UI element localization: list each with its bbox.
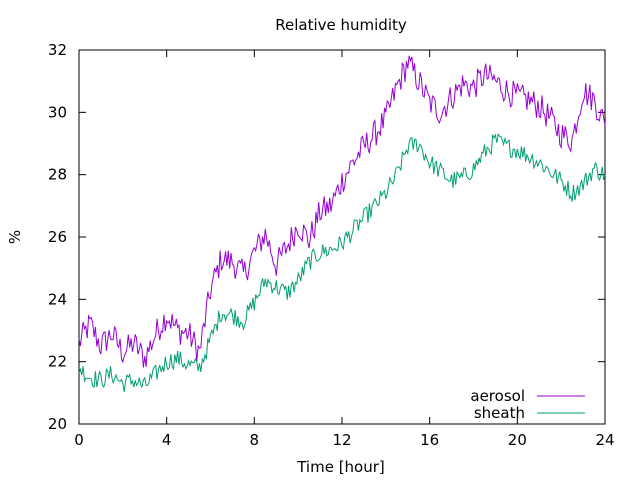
- x-tick-label: 16: [420, 431, 439, 449]
- y-tick-label: 30: [48, 103, 67, 121]
- chart-title: Relative humidity: [275, 16, 407, 34]
- legend-label-sheath: sheath: [474, 404, 525, 422]
- x-tick-label: 0: [74, 431, 84, 449]
- y-axis: 20 22 24 26 28 30 32: [48, 41, 605, 433]
- y-tick-label: 24: [48, 290, 67, 308]
- x-tick-label: 8: [250, 431, 260, 449]
- y-tick-label: 26: [48, 228, 67, 246]
- y-tick-label: 20: [48, 415, 67, 433]
- series-line-aerosol: [78, 55, 606, 368]
- x-tick-label: 12: [332, 431, 351, 449]
- y-tick-label: 32: [48, 41, 67, 59]
- series-lines: [78, 55, 606, 392]
- x-tick-label: 24: [595, 431, 614, 449]
- x-axis: 0 4 8 12 16 20 24: [74, 50, 615, 449]
- legend-label-aerosol: aerosol: [470, 387, 525, 405]
- y-tick-label: 28: [48, 166, 67, 184]
- x-axis-label: Time [hour]: [296, 458, 385, 476]
- series-line-sheath: [78, 132, 606, 392]
- x-tick-label: 20: [508, 431, 527, 449]
- y-tick-label: 22: [48, 353, 67, 371]
- x-tick-label: 4: [162, 431, 172, 449]
- y-axis-label: %: [6, 230, 24, 244]
